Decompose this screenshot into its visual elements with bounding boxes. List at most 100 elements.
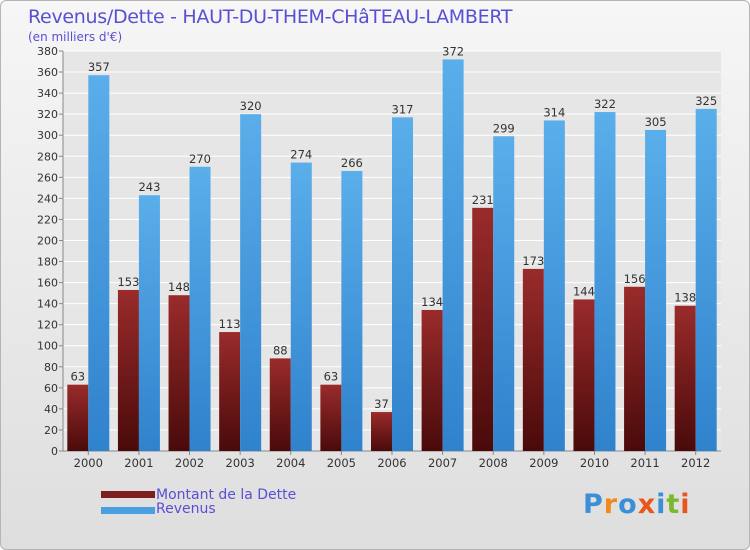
y-tick-label: 180 [37, 256, 58, 269]
data-label-dette: 148 [168, 280, 190, 294]
y-tick-label: 260 [37, 171, 58, 184]
bar-dette [371, 412, 392, 451]
proxiti-logo: Proxiti [583, 489, 691, 520]
data-label-dette: 134 [421, 295, 443, 309]
x-tick-label: 2000 [74, 456, 103, 470]
logo-letter: P [583, 489, 604, 520]
data-label-revenus: 314 [543, 105, 565, 119]
bar-revenus [543, 120, 565, 451]
bar-revenus [341, 171, 363, 451]
bar-dette [573, 299, 595, 451]
logo-letter: r [603, 489, 619, 520]
logo-letter: t [666, 489, 681, 520]
y-tick-label: 0 [51, 445, 58, 458]
x-tick-label: 2003 [226, 456, 255, 470]
data-label-dette: 37 [374, 397, 389, 411]
x-tick-label: 2009 [529, 456, 558, 470]
data-label-revenus: 320 [240, 99, 262, 113]
x-tick-label: 2001 [124, 456, 153, 470]
x-tick-label: 2011 [630, 456, 659, 470]
data-label-dette: 173 [522, 254, 544, 268]
y-tick-label: 140 [37, 298, 58, 311]
y-tick-label: 100 [37, 340, 58, 353]
data-label-dette: 144 [573, 284, 595, 298]
data-label-revenus: 322 [594, 97, 616, 111]
bar-revenus [695, 108, 717, 451]
y-tick-label: 20 [44, 424, 58, 437]
x-tick-label: 2008 [479, 456, 508, 470]
data-label-revenus: 317 [392, 102, 414, 116]
bar-dette [421, 309, 443, 451]
data-label-revenus: 325 [695, 94, 717, 108]
bar-dette [269, 358, 291, 451]
bar-revenus [88, 75, 110, 452]
bar-revenus [392, 117, 413, 451]
bar-dette [67, 384, 89, 451]
data-label-revenus: 266 [341, 156, 363, 170]
legend-label-dette: Montant de la Dette [156, 487, 297, 503]
legend-swatch-dette [101, 491, 155, 498]
bar-dette [168, 295, 190, 451]
bar-revenus [645, 129, 667, 451]
data-label-revenus: 357 [88, 60, 110, 74]
data-label-dette: 63 [70, 370, 85, 384]
bar-revenus [594, 112, 616, 451]
y-tick-label: 120 [37, 319, 58, 332]
data-label-dette: 113 [219, 317, 241, 331]
data-label-dette: 138 [674, 291, 696, 305]
logo-letter: o [618, 489, 638, 520]
bar-revenus [240, 114, 262, 451]
bar-dette [522, 268, 544, 451]
y-tick-label: 200 [37, 234, 58, 247]
logo-letter: i [656, 489, 667, 520]
data-label-revenus: 274 [290, 148, 312, 162]
data-label-dette: 156 [624, 272, 646, 286]
y-tick-label: 60 [44, 382, 58, 395]
data-label-revenus: 299 [493, 121, 515, 135]
x-tick-label: 2004 [276, 456, 305, 470]
y-tick-label: 340 [37, 87, 58, 100]
bar-dette [472, 207, 494, 451]
data-label-revenus: 270 [189, 152, 211, 166]
y-tick-label: 360 [37, 66, 58, 79]
data-label-dette: 231 [472, 193, 494, 207]
data-label-revenus: 243 [138, 180, 160, 194]
y-tick-label: 220 [37, 213, 58, 226]
y-tick-label: 80 [44, 361, 58, 374]
bar-revenus [189, 166, 211, 451]
bar-revenus [290, 162, 312, 451]
logo-letter: x [637, 489, 657, 520]
bar-revenus [442, 59, 464, 451]
data-label-dette: 88 [273, 343, 288, 357]
x-tick-label: 2007 [428, 456, 457, 470]
logo-letter: i [680, 489, 691, 520]
chart-subtitle: (en milliers d'€) [28, 30, 123, 44]
y-tick-label: 240 [37, 192, 58, 205]
bar-dette [624, 286, 646, 451]
chart-title: Revenus/Dette - HAUT-DU-THEM-CHâTEAU-LAM… [28, 6, 513, 28]
bar-revenus [138, 195, 160, 451]
x-tick-label: 2006 [377, 456, 406, 470]
data-label-dette: 63 [324, 370, 339, 384]
y-tick-label: 40 [44, 403, 58, 416]
y-tick-label: 160 [37, 277, 58, 290]
bar-revenus [493, 136, 515, 451]
bar-dette [674, 305, 696, 451]
bar-dette [320, 384, 342, 451]
legend-swatch-revenus [101, 507, 155, 514]
data-label-revenus: 372 [442, 44, 464, 58]
x-tick-label: 2005 [327, 456, 356, 470]
y-tick-label: 280 [37, 150, 58, 163]
data-label-revenus: 305 [645, 115, 667, 129]
legend-label-revenus: Revenus [156, 501, 216, 517]
x-tick-label: 2012 [681, 456, 710, 470]
y-tick-label: 380 [37, 45, 58, 58]
x-tick-label: 2010 [580, 456, 609, 470]
bar-dette [219, 332, 241, 451]
y-tick-label: 300 [37, 129, 58, 142]
bar-dette [117, 289, 139, 451]
y-tick-label: 320 [37, 108, 58, 121]
data-label-dette: 153 [117, 275, 139, 289]
